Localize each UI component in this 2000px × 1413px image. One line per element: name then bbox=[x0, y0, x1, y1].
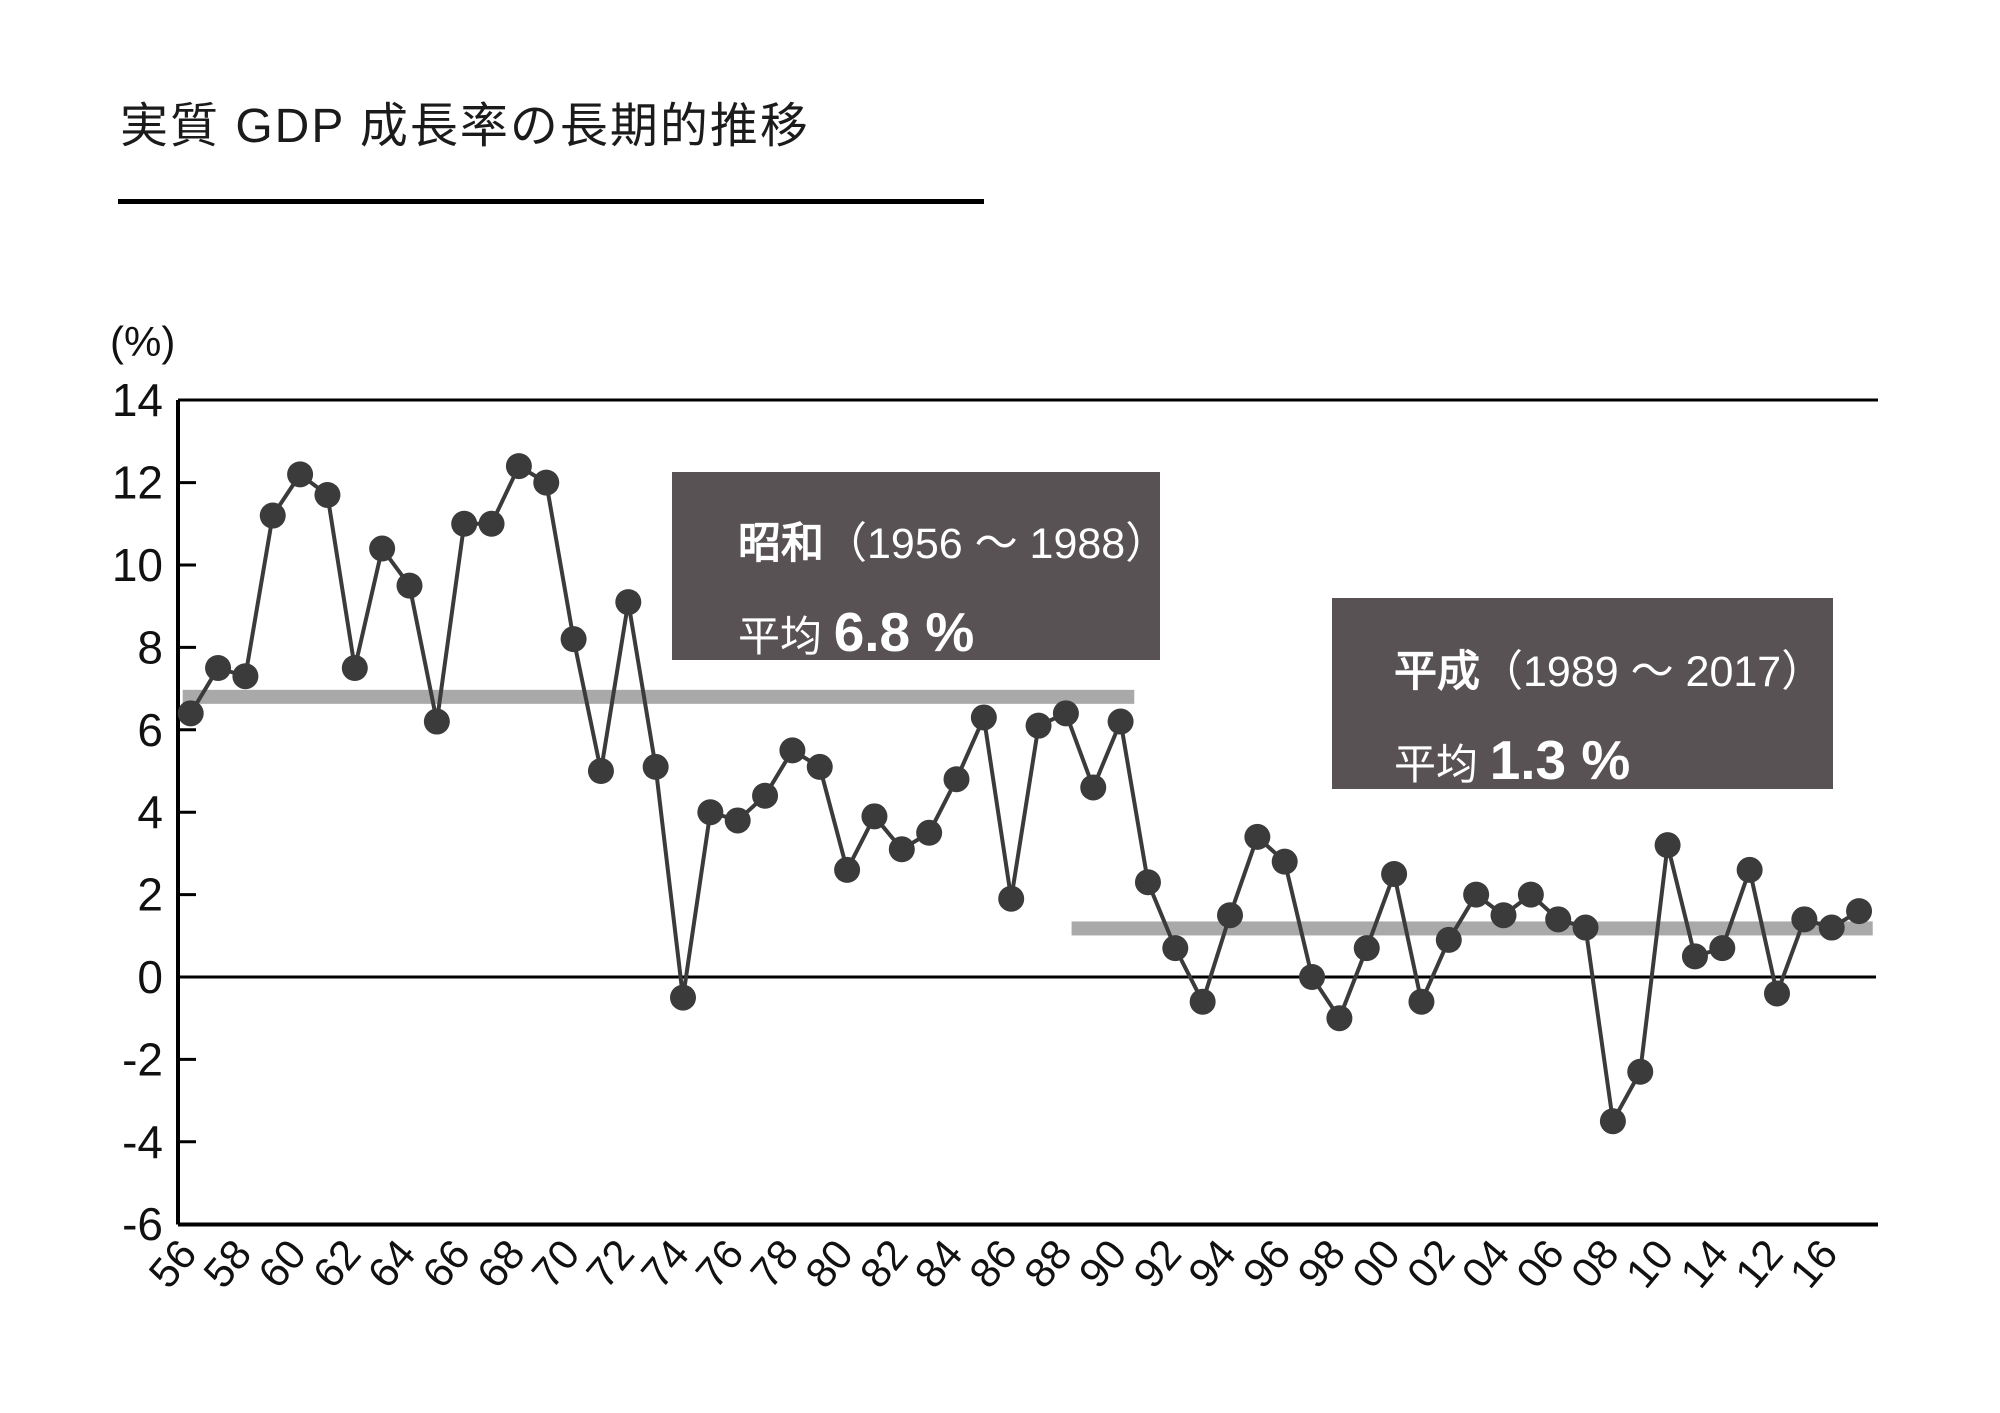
showa-annotation-box: 昭和（1956 ～ 1988） 平均 6.8 % bbox=[672, 472, 1168, 663]
average-line-showa bbox=[182, 689, 1135, 704]
data-point bbox=[1709, 935, 1736, 962]
y-tick-label: 10 bbox=[112, 539, 163, 591]
data-point bbox=[1271, 848, 1298, 875]
y-tick-label: -6 bbox=[122, 1198, 163, 1250]
data-point bbox=[1217, 902, 1243, 929]
data-point bbox=[1107, 708, 1134, 735]
chart-title: 実質 GDP 成長率の長期的推移 bbox=[120, 100, 810, 153]
data-point bbox=[205, 655, 232, 681]
data-point bbox=[560, 626, 587, 653]
average-line-heisei bbox=[1071, 921, 1873, 936]
title-underline bbox=[118, 199, 984, 204]
heisei-average-value: 1.3 % bbox=[1489, 728, 1631, 791]
data-point bbox=[752, 782, 779, 809]
y-tick-label: 0 bbox=[137, 951, 163, 1003]
data-point bbox=[1599, 1108, 1626, 1135]
data-point bbox=[396, 572, 423, 599]
data-point bbox=[505, 453, 532, 480]
data-point bbox=[1627, 1058, 1654, 1085]
data-point bbox=[1299, 964, 1326, 990]
heisei-average: 平均 1.3 % bbox=[1394, 719, 1833, 802]
data-point bbox=[1818, 914, 1845, 941]
data-point bbox=[1517, 881, 1544, 908]
data-point bbox=[1381, 861, 1408, 887]
data-point bbox=[1654, 832, 1681, 859]
y-tick-label: 6 bbox=[137, 704, 163, 756]
data-point bbox=[779, 737, 806, 764]
data-point bbox=[369, 535, 396, 562]
data-point bbox=[1545, 906, 1572, 933]
data-point bbox=[1463, 881, 1490, 908]
data-point bbox=[724, 807, 751, 834]
y-tick-label: 14 bbox=[112, 374, 163, 426]
y-tick-label: 12 bbox=[112, 457, 163, 509]
data-point bbox=[1025, 712, 1052, 739]
data-point bbox=[423, 708, 450, 735]
y-tick-label: 8 bbox=[137, 621, 163, 673]
heisei-era-label: 平成 bbox=[1394, 648, 1480, 696]
data-point bbox=[1791, 906, 1818, 933]
data-point bbox=[1435, 926, 1462, 953]
data-point bbox=[1244, 823, 1271, 850]
showa-average: 平均 6.8 % bbox=[738, 591, 1160, 674]
data-point bbox=[232, 663, 259, 690]
showa-era-label: 昭和 bbox=[738, 520, 824, 568]
data-point bbox=[670, 984, 696, 1011]
data-point bbox=[834, 856, 861, 883]
x-tick-label: 16 bbox=[1781, 1231, 1847, 1297]
heisei-year-range: （1989 ～ 2017） bbox=[1480, 648, 1825, 696]
data-point bbox=[888, 836, 915, 863]
heisei-era-range: 平成（1989 ～ 2017） bbox=[1394, 640, 1833, 705]
data-point bbox=[587, 758, 614, 784]
data-point bbox=[1764, 980, 1790, 1007]
data-point bbox=[1353, 935, 1380, 962]
data-point bbox=[478, 510, 505, 537]
data-point bbox=[998, 885, 1025, 912]
data-point bbox=[259, 502, 286, 529]
data-point bbox=[1572, 914, 1599, 941]
data-point bbox=[1490, 902, 1517, 929]
data-point bbox=[615, 589, 642, 616]
y-tick-label: -2 bbox=[122, 1033, 163, 1085]
data-point bbox=[1681, 943, 1708, 970]
data-point bbox=[1326, 1005, 1353, 1032]
data-point bbox=[806, 753, 833, 780]
data-point bbox=[1408, 988, 1435, 1015]
data-point bbox=[697, 799, 724, 826]
heisei-annotation-box: 平成（1989 ～ 2017） 平均 1.3 % bbox=[1332, 598, 1833, 791]
data-point bbox=[314, 481, 341, 508]
y-tick-label: 4 bbox=[137, 786, 163, 838]
data-point bbox=[943, 766, 970, 793]
showa-year-range: （1956 ～ 1988） bbox=[824, 520, 1169, 568]
data-point bbox=[177, 700, 204, 727]
data-point bbox=[1162, 935, 1189, 962]
data-point bbox=[287, 461, 314, 488]
data-point bbox=[916, 819, 943, 846]
y-tick-label: 2 bbox=[137, 869, 163, 921]
showa-average-value: 6.8 % bbox=[833, 600, 975, 663]
data-point bbox=[970, 704, 997, 731]
showa-average-label: 平均 bbox=[738, 612, 823, 660]
heisei-average-label: 平均 bbox=[1394, 740, 1479, 788]
data-point bbox=[1080, 774, 1107, 801]
data-point bbox=[533, 469, 560, 496]
data-point bbox=[341, 655, 368, 681]
showa-era-range: 昭和（1956 ～ 1988） bbox=[738, 512, 1168, 577]
data-point bbox=[1052, 700, 1079, 727]
y-axis-unit-label: (%) bbox=[110, 318, 176, 365]
data-point bbox=[1189, 988, 1216, 1015]
data-point bbox=[1134, 869, 1161, 896]
data-point bbox=[1846, 898, 1873, 925]
data-point bbox=[1736, 856, 1763, 883]
data-point bbox=[642, 753, 669, 780]
y-tick-label: -4 bbox=[122, 1116, 163, 1168]
data-point bbox=[451, 510, 478, 537]
data-point bbox=[861, 803, 888, 830]
